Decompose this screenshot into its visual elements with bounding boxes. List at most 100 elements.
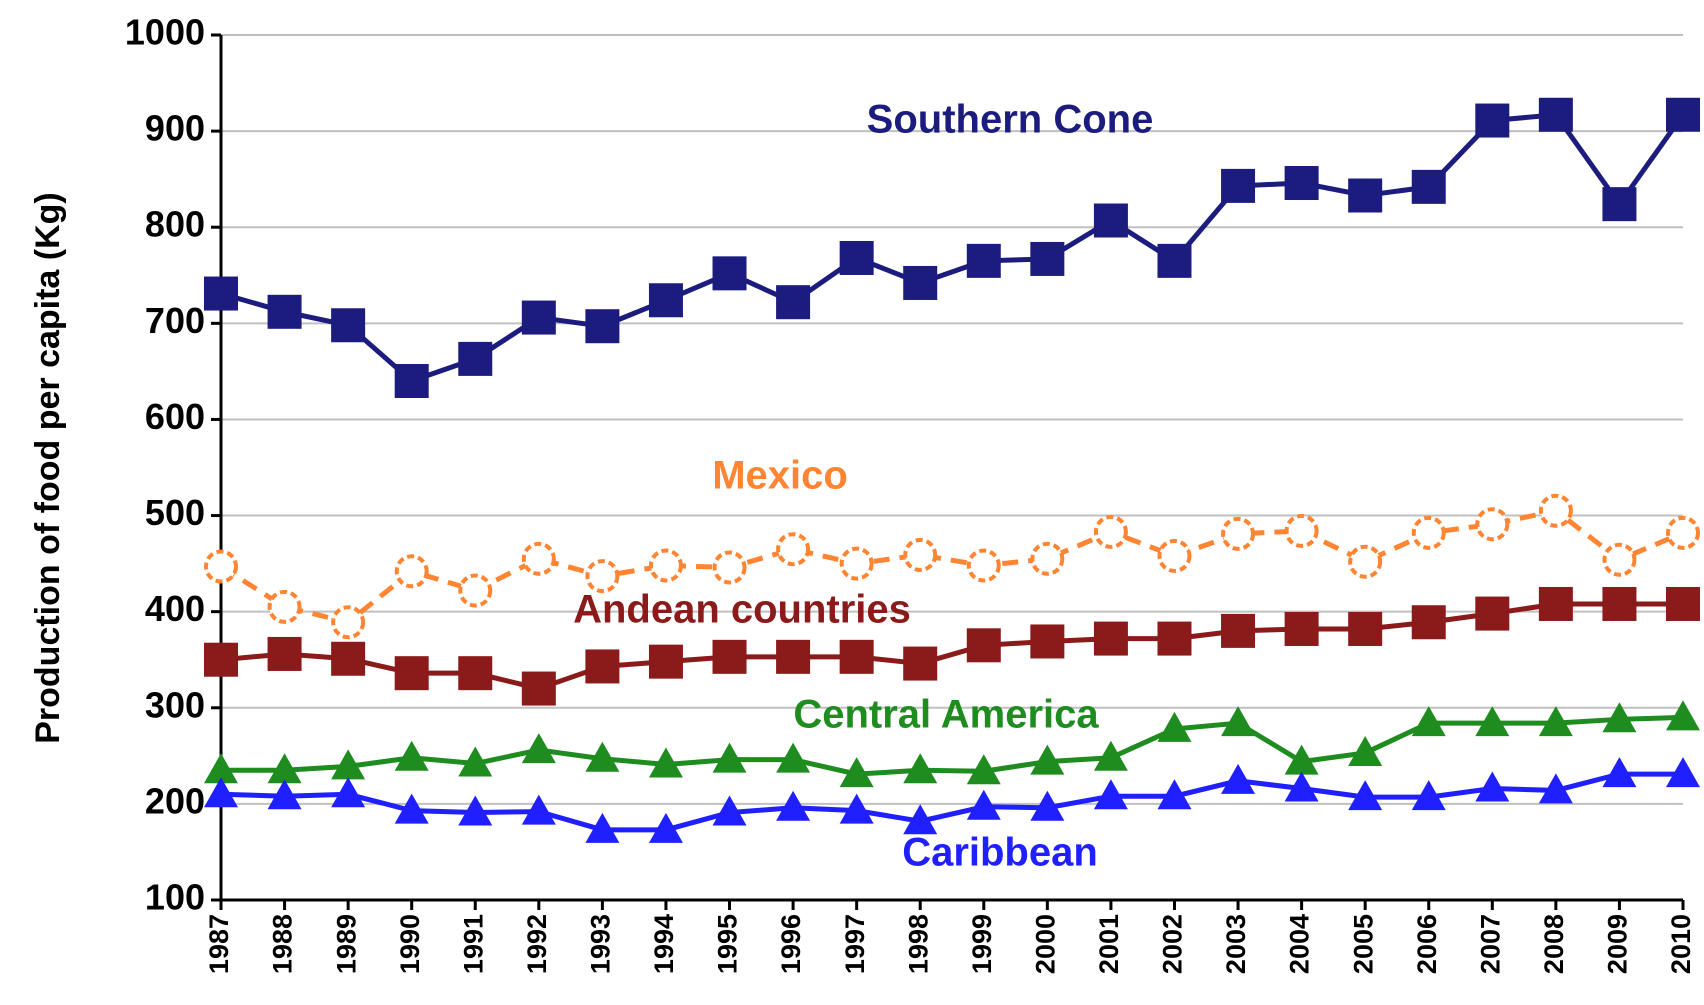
marker: [458, 656, 493, 691]
marker: [1411, 169, 1446, 204]
marker: [1411, 706, 1446, 737]
x-tick-label: 1989: [331, 914, 361, 974]
marker: [648, 644, 683, 679]
x-tick-label: 2002: [1158, 914, 1188, 974]
marker: [712, 795, 747, 826]
marker: [1411, 515, 1446, 550]
marker: [1093, 621, 1128, 656]
marker: [204, 549, 238, 584]
marker: [839, 546, 874, 581]
x-tick-label: 2006: [1412, 914, 1442, 974]
marker: [1284, 771, 1319, 802]
x-tick-label: 1993: [586, 914, 616, 974]
marker: [1538, 97, 1573, 132]
y-tick-label: 300: [145, 684, 205, 725]
series-label: Caribbean: [902, 831, 1098, 875]
x-tick-label: 1992: [522, 914, 552, 974]
marker: [521, 794, 556, 825]
marker: [839, 757, 874, 788]
series: Caribbean: [204, 757, 1700, 875]
x-tick-label: 1997: [840, 914, 870, 974]
marker: [394, 364, 429, 398]
x-tick-label: 2001: [1094, 914, 1124, 974]
marker: [966, 548, 1001, 583]
marker: [521, 541, 556, 576]
series-label: Central America: [793, 693, 1099, 737]
marker: [394, 793, 429, 824]
marker: [1475, 706, 1510, 737]
marker: [1157, 779, 1192, 810]
marker: [267, 779, 302, 810]
marker: [331, 605, 366, 640]
x-tick-label: 1995: [713, 914, 743, 974]
marker: [585, 649, 620, 684]
marker: [776, 285, 811, 320]
marker: [1030, 744, 1065, 775]
marker: [1157, 711, 1192, 742]
marker: [1221, 706, 1256, 737]
marker: [1411, 780, 1446, 811]
marker: [1284, 513, 1319, 548]
marker: [839, 240, 874, 275]
marker: [712, 550, 747, 585]
marker: [1666, 757, 1700, 788]
marker: [1093, 740, 1128, 771]
marker: [267, 589, 302, 624]
marker: [1221, 763, 1256, 794]
marker: [966, 243, 1001, 278]
marker: [1602, 702, 1637, 733]
marker: [648, 812, 683, 843]
marker: [1348, 611, 1383, 646]
marker: [903, 646, 938, 681]
marker: [458, 573, 493, 608]
marker: [394, 740, 429, 771]
marker: [1475, 507, 1510, 542]
series: Mexico: [204, 454, 1700, 640]
marker: [521, 671, 556, 706]
x-tick-label: 2003: [1221, 914, 1251, 974]
marker: [1411, 605, 1446, 640]
marker: [1348, 780, 1383, 811]
marker: [648, 747, 683, 778]
marker: [1348, 735, 1383, 766]
marker: [1666, 586, 1700, 621]
x-tick-label: 2009: [1603, 914, 1633, 974]
line: [221, 714, 1684, 777]
marker: [776, 790, 811, 821]
line: [220, 771, 1683, 833]
marker: [1602, 586, 1637, 621]
y-tick-label: 900: [145, 108, 205, 149]
marker: [966, 754, 1001, 785]
x-tick-label: 1999: [967, 914, 997, 974]
y-tick-label: 600: [145, 396, 205, 437]
marker: [1157, 243, 1192, 278]
marker: [1284, 744, 1319, 775]
y-tick-label: 500: [145, 492, 205, 533]
marker: [204, 777, 238, 808]
y-tick-label: 1000: [125, 12, 205, 53]
marker: [267, 753, 302, 784]
marker: [1030, 624, 1065, 659]
marker: [839, 793, 874, 824]
x-tick-label: 2008: [1539, 914, 1569, 974]
marker: [394, 554, 429, 589]
marker: [648, 548, 683, 583]
marker: [712, 639, 747, 674]
marker: [267, 636, 302, 671]
marker: [776, 639, 811, 674]
marker: [331, 308, 366, 343]
marker: [1093, 514, 1128, 549]
x-tick-label: 2010: [1666, 914, 1696, 974]
y-tick-label: 800: [145, 204, 205, 245]
marker: [1284, 166, 1319, 201]
marker: [331, 749, 366, 780]
marker: [585, 741, 620, 772]
marker: [839, 639, 874, 674]
marker: [1602, 757, 1637, 788]
marker: [1538, 706, 1573, 737]
marker: [1221, 613, 1256, 648]
marker: [1093, 779, 1128, 810]
marker: [1602, 187, 1637, 222]
x-tick-label: 1994: [649, 914, 679, 974]
marker: [903, 804, 938, 835]
